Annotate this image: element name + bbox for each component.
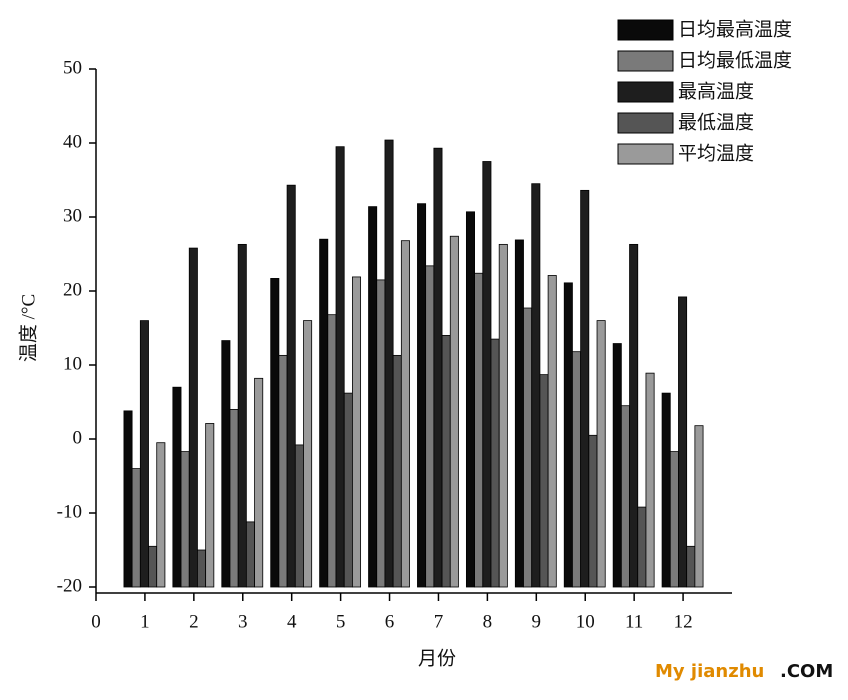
bar [612,343,622,588]
legend-swatch [617,19,674,41]
watermark-suffix: .COM [780,661,833,682]
x-tick-label: 7 [434,611,444,632]
bar [678,296,688,588]
bar [514,239,524,588]
watermark-brand: My jianzhu [655,661,764,682]
bar [694,425,704,588]
bar [547,275,557,588]
bar [425,265,435,588]
legend-swatch [617,50,674,72]
bar [482,161,492,588]
bar [270,278,280,588]
legend-swatch [617,81,674,103]
bar [156,442,166,588]
bar [245,521,255,588]
bar [563,282,573,588]
x-tick-label: 3 [238,611,248,632]
legend-swatch [617,143,674,165]
bar [197,549,207,588]
x-tick-label: 12 [674,611,693,632]
x-tick-label: 0 [91,611,101,632]
x-tick-label: 8 [483,611,493,632]
x-tick-label: 10 [576,611,595,632]
y-tick-label: -10 [57,501,82,522]
bar [441,334,451,588]
x-tick-label: 5 [336,611,346,632]
y-tick-label: 50 [63,57,82,78]
bar [669,451,679,588]
bar [148,545,158,588]
legend-swatch [617,112,674,134]
bar [490,338,500,588]
legend-label: 最高温度 [678,80,754,102]
bar [123,410,133,588]
bar [637,506,647,588]
x-tick-label: 6 [385,611,395,632]
bar [588,434,598,588]
bar [686,545,696,588]
bar [392,354,402,588]
y-tick-label: 30 [63,205,82,226]
bar [596,320,606,588]
legend-label: 日均最高温度 [678,18,792,40]
bar [376,279,386,588]
bar [139,320,149,588]
bar [229,408,239,588]
bar [580,189,590,588]
bar [221,340,231,588]
bar [368,206,378,588]
bar [449,235,459,588]
bar [319,238,329,588]
bar [180,451,190,588]
y-tick-label: 20 [63,279,82,300]
x-tick-label: 9 [532,611,542,632]
bar [327,314,337,588]
bar [303,320,313,588]
bar [661,392,671,588]
x-tick-label: 1 [140,611,150,632]
bar [343,392,353,588]
x-tick-label: 4 [287,611,297,632]
y-tick-label: 10 [63,353,82,374]
bar [400,240,410,588]
x-axis-label: 月份 [418,647,456,669]
bar [205,423,215,588]
bar [286,184,296,588]
legend-label: 最低温度 [678,111,754,133]
bar [539,374,549,588]
bar [352,276,362,588]
bar [335,146,345,588]
bar [433,147,443,588]
x-tick-label: 11 [625,611,643,632]
bar [237,243,247,588]
bar [188,247,198,588]
bar [629,243,639,588]
bar [620,405,630,588]
bar [474,272,484,588]
bar [131,468,141,588]
bar [417,203,427,588]
y-axis-label: 温度 /°C [17,294,39,362]
bar [172,386,182,588]
x-tick-label: 2 [189,611,199,632]
bar [531,183,541,588]
legend-label: 日均最低温度 [678,49,792,71]
bar [384,139,394,588]
legend-label: 平均温度 [678,142,754,164]
bar [294,444,304,588]
y-tick-label: 40 [63,131,82,152]
bar [498,243,508,588]
bar [572,351,582,588]
y-tick-label: -20 [57,575,82,596]
bar [278,354,288,588]
bar [465,211,475,588]
y-tick-label: 0 [73,427,83,448]
bar [254,377,264,588]
bar [523,307,533,588]
bar [645,372,655,588]
